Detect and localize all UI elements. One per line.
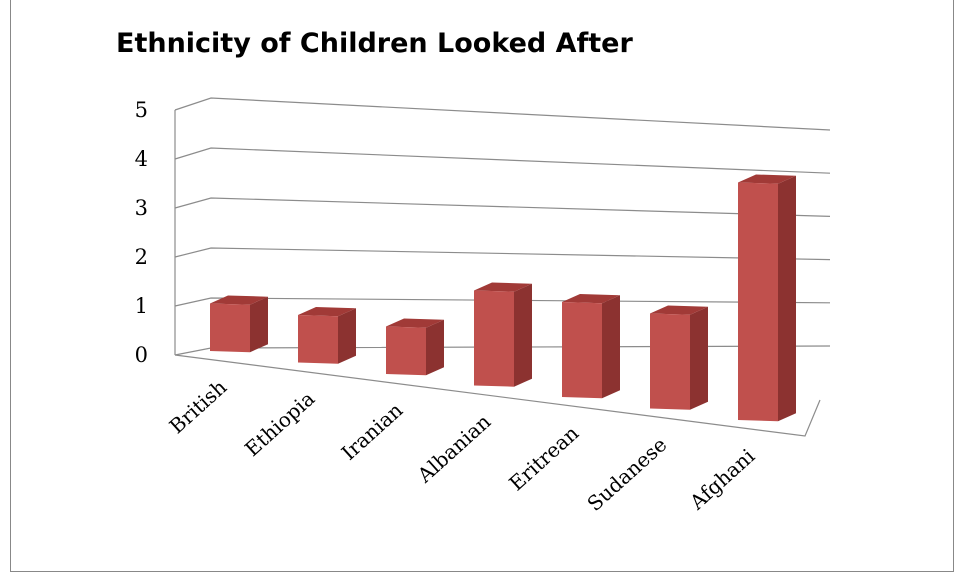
bar-side [690, 306, 708, 410]
bar [562, 294, 620, 399]
bar-top [210, 295, 268, 305]
x-tick-label: British [165, 375, 232, 439]
y-tick-label: 0 [135, 343, 148, 367]
bar [738, 174, 796, 422]
bar-top [386, 318, 444, 328]
x-tick-label: Sudanese [582, 432, 671, 515]
bar [386, 318, 444, 376]
bar-front [298, 315, 338, 364]
bar [298, 307, 356, 364]
x-tick-label: Ethiopia [240, 386, 319, 461]
x-tick-label: Iranian [337, 398, 408, 465]
bar-front [210, 303, 250, 353]
bar-side [778, 175, 796, 422]
gridline [174, 147, 831, 174]
bars [210, 174, 796, 422]
gridline [174, 297, 831, 307]
bar-top [738, 174, 796, 184]
bar-top [298, 307, 356, 317]
bar-side [602, 295, 620, 399]
y-tick-label: 1 [135, 294, 148, 318]
y-tick-label: 5 [135, 98, 148, 122]
bar [210, 295, 268, 353]
chart-title: Ethnicity of Children Looked After [116, 28, 633, 59]
bar-top [562, 294, 620, 304]
bar-front [474, 290, 514, 387]
y-axis-ticks: 0 1 2 3 4 5 [135, 98, 148, 367]
gridlines [174, 97, 831, 437]
bar-front [738, 182, 778, 422]
gridline [174, 197, 831, 217]
bar [474, 282, 532, 387]
bar-front [386, 326, 426, 376]
y-tick-label: 2 [135, 245, 148, 269]
chart-frame [10, 0, 954, 572]
x-tick-label: Albanian [412, 409, 496, 488]
bar-front [650, 313, 690, 410]
x-tick-label: Afghani [684, 444, 759, 515]
gridline [174, 247, 831, 261]
gridline [174, 97, 831, 131]
x-tick-label: Eritrean [504, 421, 583, 496]
y-tick-label: 4 [135, 147, 148, 171]
bar-side [250, 296, 268, 353]
bar-side [514, 283, 532, 387]
bar-top [474, 282, 532, 292]
y-tick-label: 3 [135, 196, 148, 220]
bar-front [562, 302, 602, 399]
bar-side [338, 308, 356, 364]
bar [650, 305, 708, 410]
floor-edge [174, 354, 821, 437]
bar-side [426, 319, 444, 376]
bar-top [650, 305, 708, 315]
